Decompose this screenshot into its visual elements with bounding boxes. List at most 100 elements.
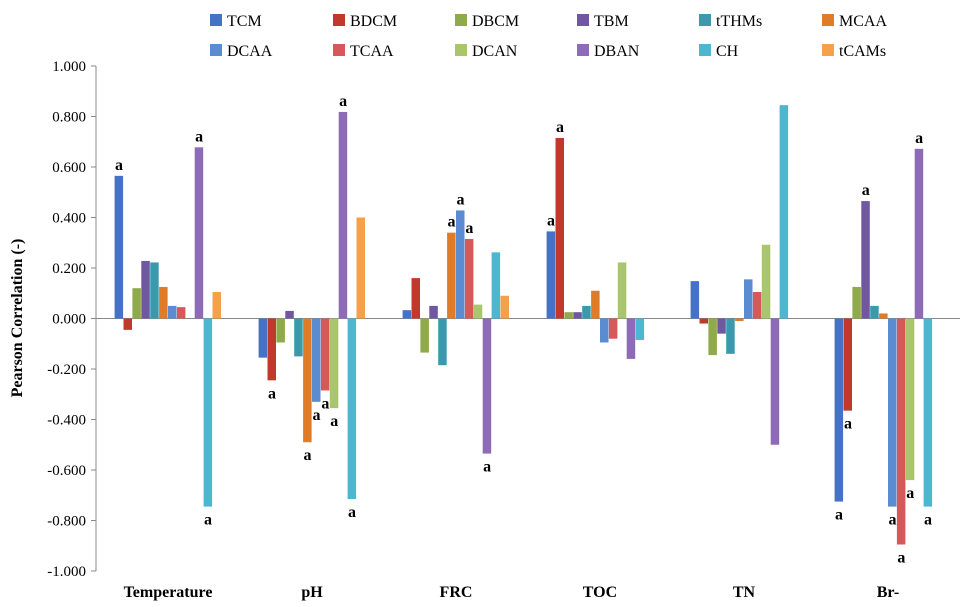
bar-tthms-3 [582,305,591,319]
bar-mcaa-1 [303,318,312,443]
legend-swatch [699,14,711,26]
significance-label: a [204,512,212,529]
bar-tbm-3 [573,312,582,319]
x-category-label: TOC [583,584,617,601]
x-category-label: pH [301,584,323,601]
significance-label: a [897,549,905,566]
bar-dcaa-5 [888,318,897,507]
bar-bdcm-1 [267,318,276,381]
significance-label: a [547,212,555,229]
legend-label: DBCM [472,13,519,30]
bar-tthms-4 [726,318,735,354]
legend-swatch [577,14,589,26]
significance-label: a [448,214,456,231]
bar-dbcm-0 [132,288,141,319]
significance-label: a [348,504,356,521]
bar-bdcm-4 [699,318,708,324]
y-tick-label: 0.800 [52,110,86,126]
bar-dban-3 [626,318,636,359]
y-tick-label: -0.200 [47,362,86,378]
bar-mcaa-4 [735,318,744,322]
bar-dcan-1 [329,318,339,409]
bar-mcaa-5 [879,313,888,319]
significance-label: a [844,416,852,433]
bar-tcaa-5 [896,318,906,545]
bar-tcaa-0 [176,307,186,319]
bar-tthms-5 [870,305,879,319]
significance-label: a [115,157,123,174]
legend-label: TCM [227,13,262,30]
bar-ch-0 [203,318,213,507]
significance-label: a [456,191,464,208]
significance-label: a [304,447,312,464]
x-category-label: Temperature [124,584,213,601]
significance-label: a [924,512,932,529]
bar-dcaa-0 [168,305,177,319]
bar-dban-4 [770,318,780,445]
bar-ch-4 [779,105,789,319]
legend-label: TCAA [350,43,394,60]
legend-label: TBM [594,13,629,30]
bar-dbcm-4 [708,318,717,356]
bar-tthms-1 [294,318,303,357]
significance-label: a [465,220,473,237]
bar-dban-2 [482,318,492,454]
bar-dban-1 [338,111,348,319]
bar-bdcm-2 [411,278,420,319]
bar-tcm-1 [258,318,268,358]
bar-dcaa-4 [744,279,753,319]
legend-swatch [333,14,345,26]
legend-swatch [210,44,222,56]
bar-mcaa-0 [159,286,168,319]
bar-dcan-3 [617,262,627,319]
bar-tcm-4 [690,281,700,319]
bar-tcm-5 [834,318,844,502]
y-tick-label: -0.800 [47,514,86,530]
bar-tcm-3 [546,231,556,319]
significance-label: a [835,507,843,524]
bar-tcams-1 [356,217,365,319]
y-axis-title: Pearson Correlation (-) [9,239,26,398]
legend-swatch [455,44,467,56]
legend-swatch [210,14,222,26]
significance-label: a [906,485,914,502]
legend-label: tCAMs [839,43,886,60]
legend-swatch [577,44,589,56]
y-tick-label: -0.400 [47,413,86,429]
bar-dcaa-1 [312,318,321,402]
bar-tcaa-3 [608,318,618,339]
bar-tthms-2 [438,318,447,366]
bar-tcams-0 [212,291,221,319]
legend-swatch [455,14,467,26]
significance-label: a [321,395,329,412]
significance-label: a [915,130,923,147]
legend-swatch [822,44,834,56]
y-tick-label: 0.600 [52,160,86,176]
significance-label: a [330,413,338,430]
legend-label: DCAA [227,43,273,60]
bar-tthms-0 [150,262,159,319]
bar-tcm-2 [402,310,412,319]
legend-swatch [699,44,711,56]
bar-dban-5 [914,148,924,319]
bar-dcan-2 [473,304,483,319]
bar-ch-1 [347,318,357,500]
bar-dcaa-2 [456,210,465,319]
bar-tbm-4 [717,318,726,334]
significance-label: a [195,128,203,145]
bar-dbcm-5 [852,286,861,319]
significance-label: a [483,459,491,476]
x-category-label: TN [733,584,756,601]
y-tick-label: 0.000 [52,312,86,328]
legend-label: tTHMs [716,13,762,30]
bar-dcan-5 [905,318,915,481]
legend-label: DBAN [594,43,640,60]
bar-mcaa-2 [447,232,456,319]
axes: 1.000 0.800 0.600 0.400 0.200 0.000 -0.200 -0.4… [47,59,960,601]
bar-dban-0 [194,147,204,319]
bar-mcaa-3 [591,290,600,319]
bars [114,105,933,545]
bar-tcaa-4 [752,291,762,319]
significance-label: a [556,119,564,136]
